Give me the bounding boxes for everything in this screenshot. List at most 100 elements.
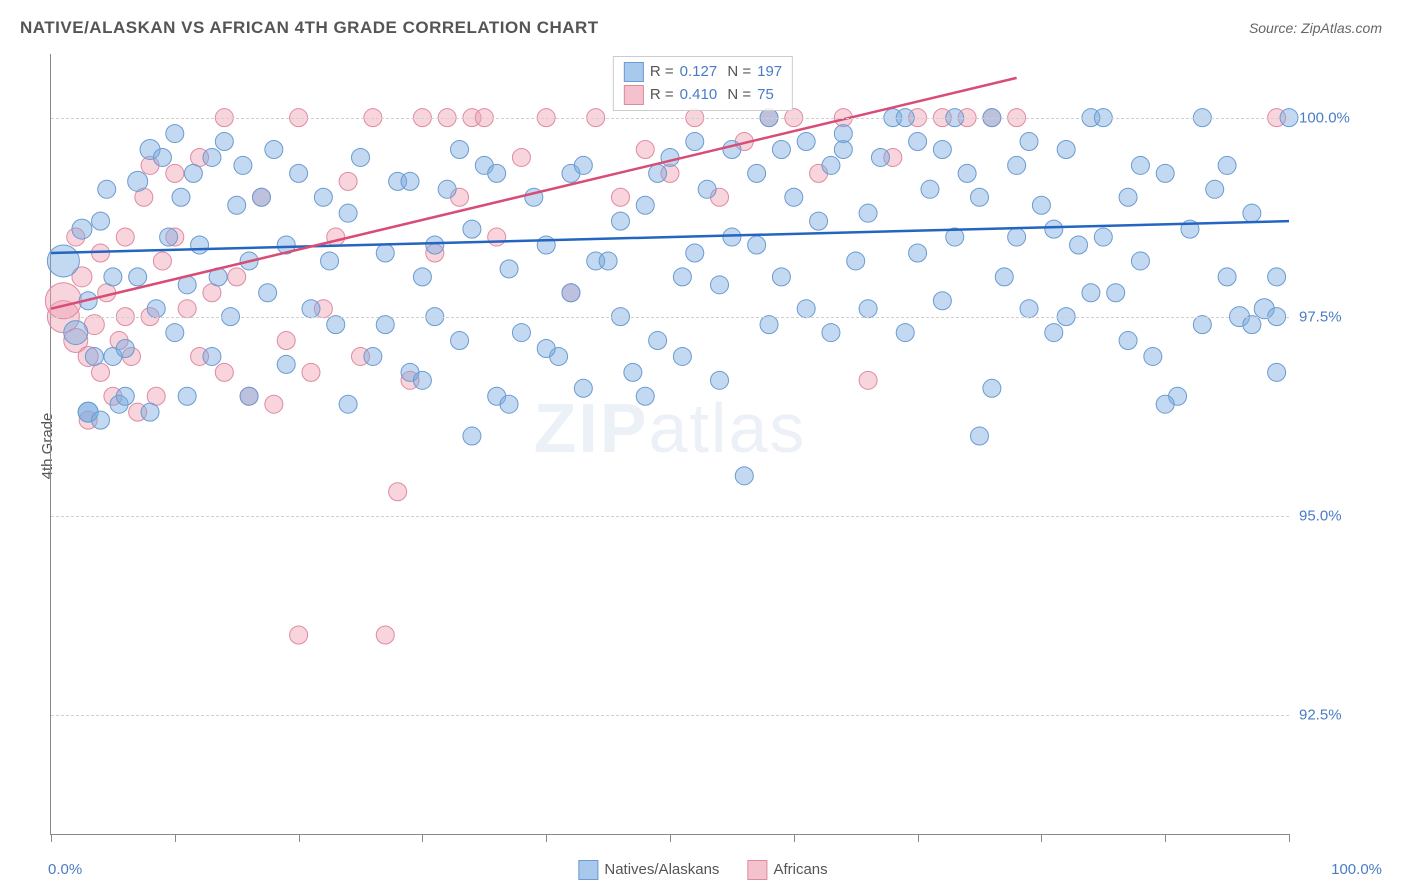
scatter-point <box>748 164 766 182</box>
x-axis-min-label: 0.0% <box>48 861 82 878</box>
scatter-point <box>1243 316 1261 334</box>
scatter-point <box>512 148 530 166</box>
scatter-point <box>160 228 178 246</box>
legend-item-2: Africans <box>747 860 827 880</box>
scatter-point <box>859 300 877 318</box>
scatter-point <box>537 339 555 357</box>
scatter-point <box>413 268 431 286</box>
scatter-point <box>339 172 357 190</box>
x-tick <box>175 834 176 842</box>
scatter-point <box>389 483 407 501</box>
scatter-point <box>921 180 939 198</box>
plot-svg <box>51 54 1289 834</box>
y-tick-label: 92.5% <box>1299 706 1379 723</box>
scatter-point <box>909 244 927 262</box>
scatter-point <box>376 626 394 644</box>
scatter-point <box>147 387 165 405</box>
scatter-point <box>191 236 209 254</box>
scatter-point <box>822 156 840 174</box>
scatter-point <box>673 268 691 286</box>
scatter-point <box>203 148 221 166</box>
scatter-point <box>228 268 246 286</box>
scatter-point <box>933 292 951 310</box>
scatter-point <box>933 141 951 159</box>
scatter-point <box>1119 332 1137 350</box>
scatter-point <box>290 626 308 644</box>
scatter-point <box>1082 284 1100 302</box>
scatter-point <box>834 141 852 159</box>
scatter-point <box>834 125 852 143</box>
scatter-point <box>772 141 790 159</box>
scatter-point <box>64 321 88 345</box>
scatter-point <box>1045 220 1063 238</box>
scatter-point <box>1218 268 1236 286</box>
swatch-icon <box>747 860 767 880</box>
scatter-point <box>72 219 92 239</box>
scatter-point <box>438 180 456 198</box>
scatter-point <box>290 164 308 182</box>
scatter-point <box>909 133 927 151</box>
scatter-point <box>735 467 753 485</box>
scatter-point <box>512 324 530 342</box>
scatter-point <box>147 300 165 318</box>
scatter-point <box>314 188 332 206</box>
scatter-point <box>1131 156 1149 174</box>
scatter-point <box>259 284 277 302</box>
scatter-point <box>426 236 444 254</box>
scatter-point <box>352 148 370 166</box>
y-tick-label: 97.5% <box>1299 308 1379 325</box>
scatter-point <box>896 324 914 342</box>
scatter-point <box>166 164 184 182</box>
scatter-point <box>376 316 394 334</box>
chart-title: NATIVE/ALASKAN VS AFRICAN 4TH GRADE CORR… <box>20 18 599 38</box>
scatter-point <box>500 395 518 413</box>
scatter-point <box>1156 164 1174 182</box>
scatter-point <box>686 244 704 262</box>
scatter-point <box>172 188 190 206</box>
scatter-point <box>203 347 221 365</box>
scatter-point <box>810 212 828 230</box>
plot-area: ZIPatlas 92.5%95.0%97.5%100.0% <box>50 54 1289 835</box>
scatter-point <box>1032 196 1050 214</box>
scatter-point <box>116 339 134 357</box>
scatter-point <box>116 228 134 246</box>
scatter-point <box>772 268 790 286</box>
scatter-point <box>451 332 469 350</box>
scatter-point <box>463 427 481 445</box>
scatter-point <box>104 268 122 286</box>
stats-row-0: R = 0.127 N = 197 <box>624 61 782 84</box>
scatter-point <box>574 379 592 397</box>
scatter-point <box>451 141 469 159</box>
scatter-point <box>636 196 654 214</box>
scatter-point <box>599 252 617 270</box>
scatter-point <box>488 164 506 182</box>
scatter-point <box>611 212 629 230</box>
scatter-point <box>1020 300 1038 318</box>
scatter-point <box>871 148 889 166</box>
x-tick <box>1041 834 1042 842</box>
scatter-point <box>413 371 431 389</box>
scatter-point <box>339 204 357 222</box>
scatter-point <box>463 220 481 238</box>
scatter-point <box>711 276 729 294</box>
scatter-point <box>92 212 110 230</box>
x-axis-max-label: 100.0% <box>1331 861 1382 878</box>
scatter-point <box>574 156 592 174</box>
scatter-point <box>711 371 729 389</box>
gridline <box>51 317 1289 318</box>
scatter-point <box>562 284 580 302</box>
scatter-point <box>686 133 704 151</box>
scatter-point <box>116 387 134 405</box>
scatter-point <box>1045 324 1063 342</box>
scatter-point <box>636 141 654 159</box>
scatter-point <box>203 284 221 302</box>
scatter-point <box>847 252 865 270</box>
scatter-point <box>760 316 778 334</box>
scatter-point <box>277 355 295 373</box>
trend-line <box>51 78 1017 309</box>
scatter-point <box>1268 363 1286 381</box>
scatter-point <box>252 188 270 206</box>
scatter-point <box>1094 228 1112 246</box>
scatter-point <box>1144 347 1162 365</box>
gridline <box>51 516 1289 517</box>
